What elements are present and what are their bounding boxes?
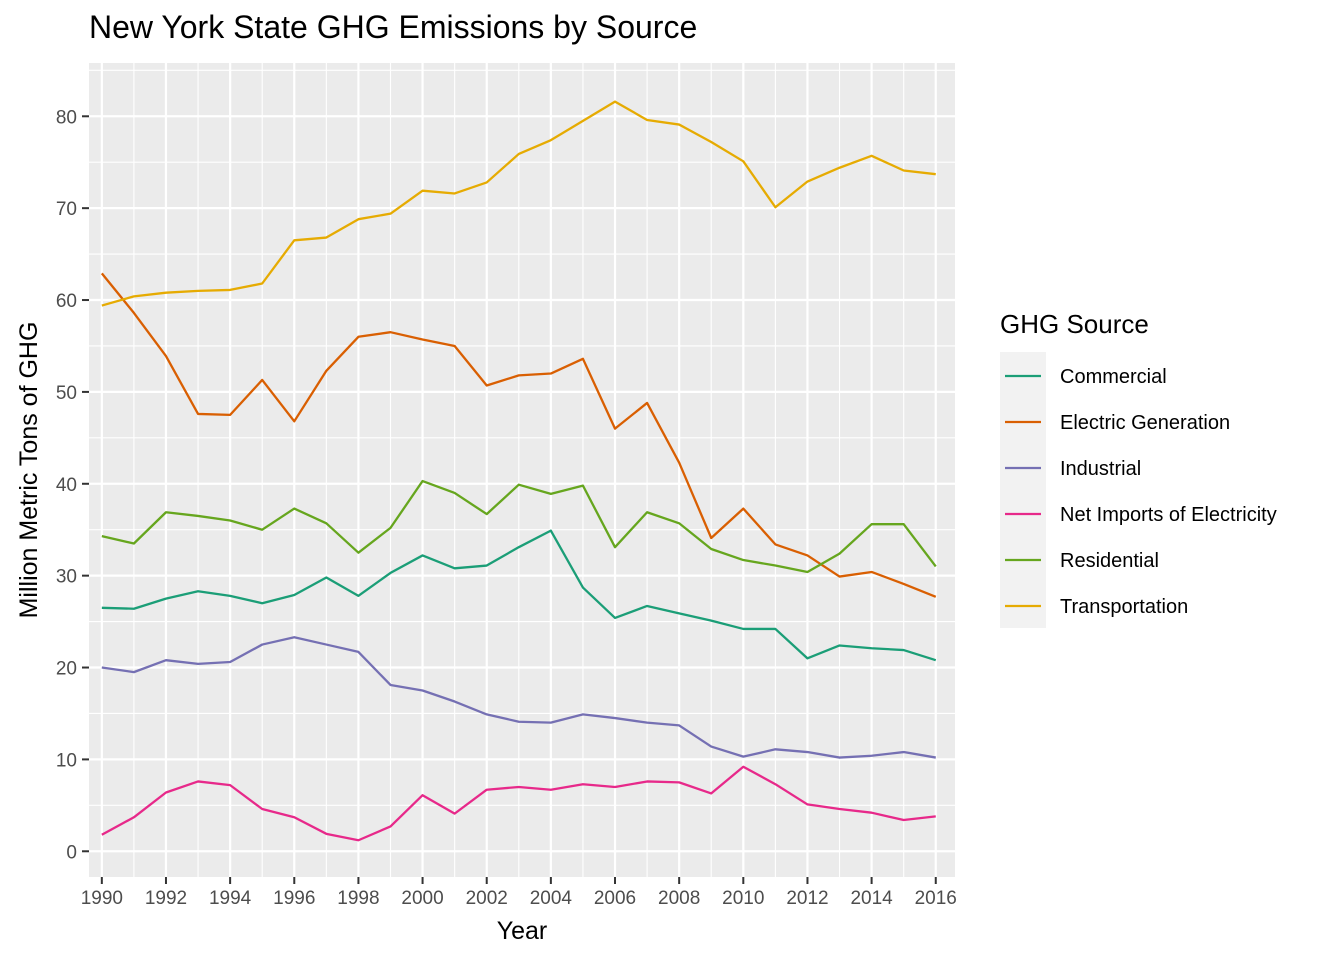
- y-tick-label: 10: [56, 750, 77, 771]
- legend-label: Commercial: [1060, 366, 1167, 388]
- legend-items: Commercial Electric Generation Industrial N…: [1005, 366, 1277, 618]
- y-tick-label: 40: [56, 475, 77, 496]
- series-lines: [100, 100, 937, 842]
- x-tick-label: 2016: [915, 888, 957, 909]
- series-line-transportation: [101, 100, 936, 307]
- major-gridlines: [89, 63, 955, 877]
- x-tick-label: 1992: [145, 888, 187, 909]
- legend-item-electric-generation: Electric Generation: [1005, 412, 1230, 434]
- series-line-electric-generation: [100, 272, 937, 598]
- x-tick-label: 2008: [658, 888, 700, 909]
- legend-item-residential: Residential: [1005, 550, 1159, 572]
- series-line-net-imports-of-electricity: [101, 765, 936, 842]
- y-tick-label: 80: [56, 107, 77, 128]
- legend-label: Residential: [1060, 550, 1159, 572]
- x-tick-label: 2004: [530, 888, 573, 909]
- x-tick-label: 2014: [850, 888, 893, 909]
- series-line-industrial: [101, 636, 936, 759]
- x-tick-label: 2000: [401, 888, 443, 909]
- x-tick-label: 1990: [81, 888, 123, 909]
- legend: GHG Source Commercial Electric Generation…: [1000, 309, 1277, 628]
- x-tick-label: 1994: [209, 888, 252, 909]
- x-tick-label: 2012: [786, 888, 828, 909]
- legend-item-transportation: Transportation: [1005, 596, 1188, 618]
- x-tick-label: 2002: [466, 888, 508, 909]
- y-tick-label: 70: [56, 199, 77, 220]
- legend-label: Transportation: [1060, 596, 1188, 618]
- legend-item-commercial: Commercial: [1005, 366, 1167, 388]
- legend-key-background: [1000, 352, 1046, 628]
- y-tick-label: 0: [66, 842, 77, 863]
- y-axis: 0 10 20 30 40 50 60 70 80: [56, 107, 89, 863]
- y-tick-label: 30: [56, 567, 77, 588]
- x-tick-label: 2010: [722, 888, 764, 909]
- y-tick-label: 60: [56, 291, 77, 312]
- legend-label: Electric Generation: [1060, 412, 1230, 434]
- legend-item-net-imports-of-electricity: Net Imports of Electricity: [1005, 504, 1277, 526]
- legend-item-industrial: Industrial: [1005, 458, 1141, 480]
- chart-title: New York State GHG Emissions by Source: [89, 9, 697, 45]
- legend-title: GHG Source: [1000, 309, 1149, 339]
- y-tick-label: 20: [56, 659, 77, 680]
- minor-gridlines: [89, 63, 955, 877]
- series-line-commercial: [101, 529, 937, 662]
- x-tick-label: 1998: [337, 888, 379, 909]
- legend-label: Net Imports of Electricity: [1060, 504, 1277, 526]
- y-tick-label: 50: [56, 383, 77, 404]
- series-line-residential: [101, 479, 937, 574]
- plot-panel: [89, 63, 955, 877]
- legend-label: Industrial: [1060, 458, 1141, 480]
- x-tick-label: 2006: [594, 888, 636, 909]
- x-axis-title: Year: [497, 917, 548, 945]
- y-axis-title: Million Metric Tons of GHG: [15, 322, 43, 619]
- x-tick-label: 1996: [273, 888, 315, 909]
- x-axis: 1990 1992 1994 1996 1998 2000 2002 2004 2006 2008…: [81, 877, 957, 909]
